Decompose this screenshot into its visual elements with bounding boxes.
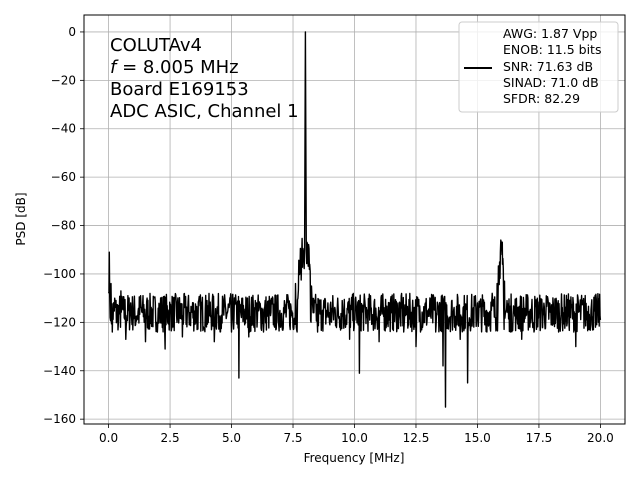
x-tick-label: 10.0: [341, 431, 368, 445]
x-tick-label: 7.5: [283, 431, 302, 445]
annotation-text: COLUTAv4 f = 8.005 MHz Board E169153 ADC…: [110, 35, 299, 122]
y-tick-label: −140: [43, 364, 76, 378]
x-tick-label: 15.0: [464, 431, 491, 445]
annotation-f-value: = 8.005 MHz: [116, 57, 238, 78]
y-tick-label: −120: [43, 315, 76, 329]
psd-trace: [107, 31, 602, 408]
legend: AWG: 1.87 Vpp ENOB: 11.5 bits SNR: 71.63…: [458, 21, 619, 113]
annotation-line-channel: ADC ASIC, Channel 1: [110, 101, 299, 122]
annotation-line-board: Board E169153: [110, 79, 249, 100]
y-tick-label: −40: [51, 122, 76, 136]
annotation-line-chip: COLUTAv4: [110, 35, 202, 56]
legend-sfdr: SFDR: 82.29: [503, 91, 580, 106]
legend-box: [458, 21, 619, 113]
y-tick-label: −160: [43, 412, 76, 426]
x-tick-label: 5.0: [222, 431, 241, 445]
y-axis-label: PSD [dB]: [14, 192, 28, 245]
y-tick-label: −80: [51, 219, 76, 233]
annotation-line-frequency: f = 8.005 MHz: [110, 57, 239, 78]
x-tick-label: 12.5: [403, 431, 430, 445]
x-tick-label: 20.0: [587, 431, 614, 445]
legend-awg: AWG: 1.87 Vpp: [503, 26, 597, 41]
annotation-f-symbol: f: [110, 57, 119, 78]
y-axis: 0 −20 −40 −60 −80 −100 −120 −140 −160: [43, 25, 84, 426]
y-tick-label: −20: [51, 73, 76, 87]
x-tick-label: 17.5: [526, 431, 553, 445]
x-tick-label: 0.0: [99, 431, 118, 445]
y-tick-label: 0: [68, 25, 76, 39]
legend-snr: SNR: 71.63 dB: [503, 59, 593, 74]
x-axis-label: Frequency [MHz]: [304, 451, 405, 465]
x-axis: 0.0 2.5 5.0 7.5 10.0 12.5 15.0 17.5 20.0: [99, 424, 614, 445]
legend-sinad: SINAD: 71.0 dB: [503, 75, 599, 90]
x-tick-label: 2.5: [161, 431, 180, 445]
series-layer: [107, 31, 602, 408]
y-tick-label: −100: [43, 267, 76, 281]
legend-enob: ENOB: 11.5 bits: [503, 42, 601, 57]
y-tick-label: −60: [51, 170, 76, 184]
